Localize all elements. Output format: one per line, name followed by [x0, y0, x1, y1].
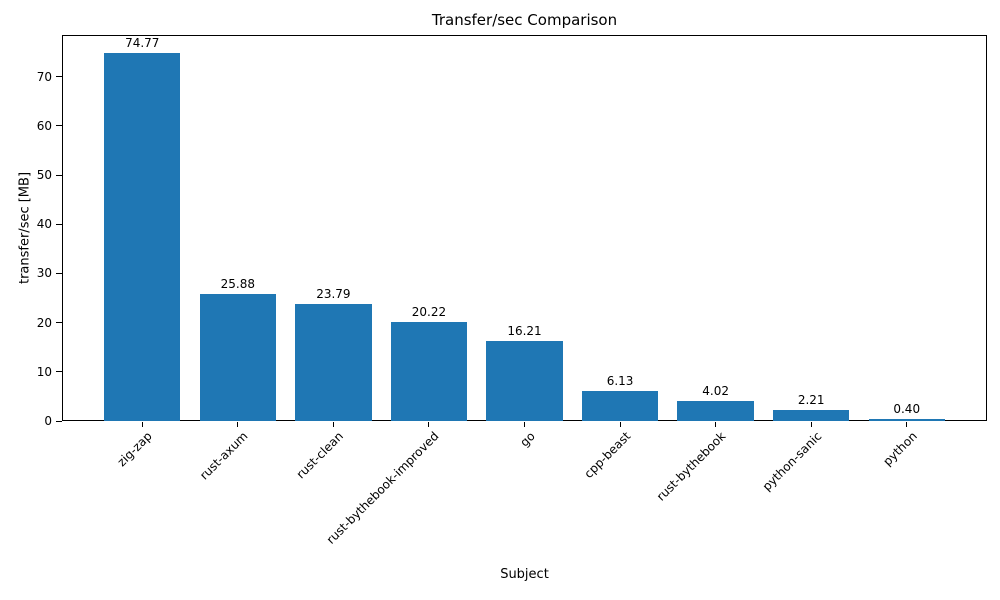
bar	[199, 293, 277, 421]
y-tick	[56, 125, 62, 127]
y-tick	[56, 174, 62, 176]
x-tick-label: python	[880, 429, 920, 469]
bar	[295, 304, 372, 421]
x-tick	[619, 422, 621, 427]
x-tick-label: rust-bythebook	[653, 429, 729, 504]
y-tick-label: 70	[36, 69, 52, 84]
x-tick	[237, 422, 239, 427]
x-tick	[715, 422, 717, 427]
y-tick-label: 40	[36, 217, 52, 232]
x-tick	[524, 422, 525, 427]
x-tick-label: rust-axum	[197, 429, 251, 483]
x-tick	[906, 422, 908, 427]
y-tick	[56, 76, 62, 78]
y-tick-label: 10	[36, 364, 52, 379]
bar	[677, 401, 754, 421]
bar	[390, 321, 468, 421]
y-tick	[56, 272, 62, 274]
x-tick-label: rust-clean	[293, 429, 347, 482]
y-tick-label: 0	[44, 414, 52, 428]
bar	[868, 419, 945, 421]
y-tick-label: 50	[36, 168, 52, 183]
bar-value-label: 0.40	[893, 402, 921, 417]
y-tick-label: 20	[36, 315, 52, 330]
x-axis-label: Subject	[500, 567, 549, 582]
chart-title: Transfer/sec Comparison	[431, 11, 618, 29]
y-tick-label: 30	[36, 266, 52, 281]
bar-value-label: 20.22	[411, 304, 447, 319]
y-tick	[56, 371, 62, 373]
y-tick-label: 60	[36, 118, 52, 133]
x-tick-label: cpp-beast	[581, 429, 633, 481]
bar	[486, 341, 563, 421]
x-tick	[141, 422, 143, 427]
bar-value-label: 23.79	[316, 287, 351, 302]
bar-value-label: 16.21	[507, 324, 542, 339]
bar-value-label: 4.02	[702, 384, 729, 399]
y-tick	[56, 420, 62, 422]
bar	[772, 410, 850, 421]
y-tick	[56, 322, 62, 324]
bar	[581, 390, 659, 421]
bar-value-label: 2.21	[797, 393, 825, 408]
bar-value-label: 25.88	[220, 276, 255, 291]
x-tick	[810, 422, 812, 427]
x-tick-label: python-sanic	[759, 429, 825, 494]
x-tick-label: go	[516, 429, 538, 450]
x-tick	[428, 422, 430, 427]
bar	[104, 53, 181, 421]
y-tick	[56, 223, 62, 225]
bar-value-label: 74.77	[125, 36, 160, 51]
bar-value-label: 6.13	[606, 373, 634, 388]
x-tick-label: rust-bythebook-improved	[324, 429, 442, 547]
x-tick	[332, 422, 334, 427]
x-tick-label: zig-zap	[114, 429, 156, 470]
